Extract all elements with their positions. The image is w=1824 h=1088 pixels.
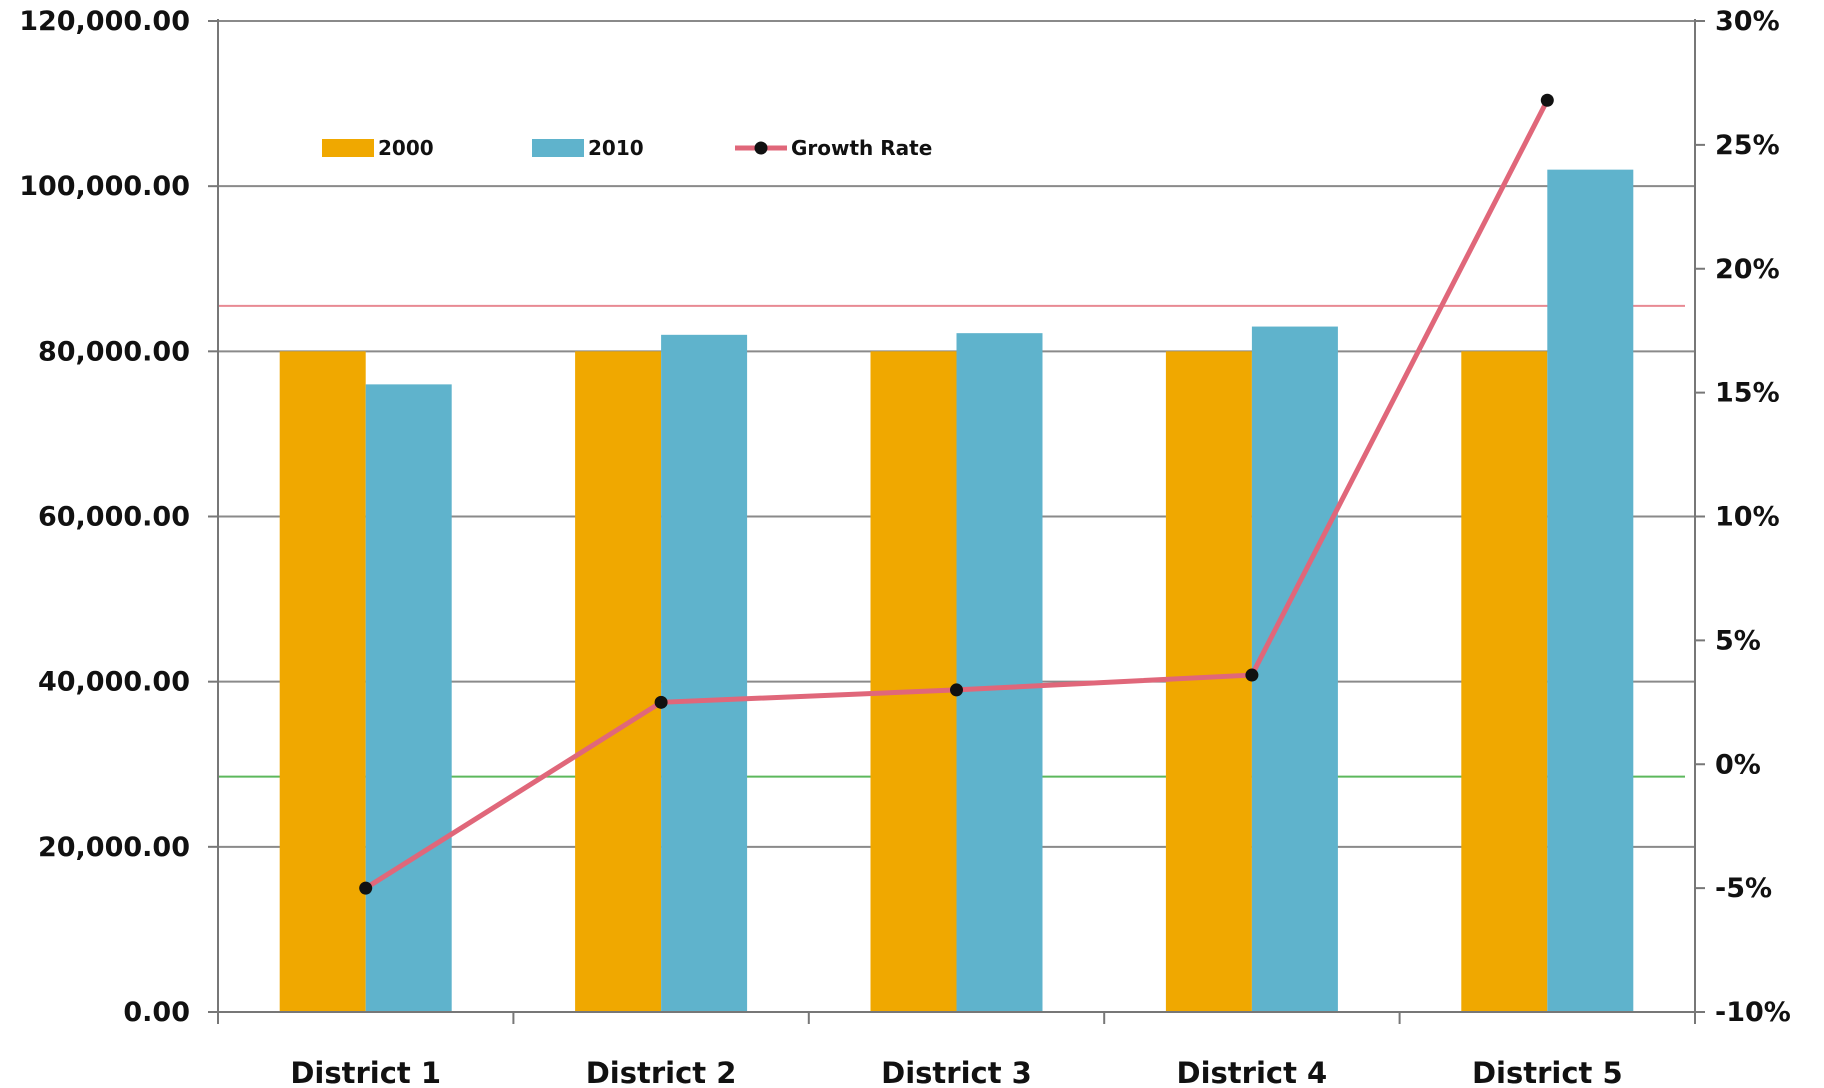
growth-rate-point-5 (1540, 93, 1554, 107)
growth-rate-point-2 (654, 695, 668, 709)
growth-rate-line (359, 93, 1554, 895)
left-tick-label: 20,000.00 (38, 832, 190, 863)
legend-swatch-2000 (322, 139, 374, 157)
right-tick-label: 20% (1715, 254, 1780, 285)
left-tick-label: 120,000.00 (19, 6, 190, 37)
legend-label: 2000 (378, 136, 434, 160)
growth-rate-point-1 (359, 881, 373, 895)
bar-2010-5 (1547, 169, 1634, 1012)
right-tick-label: 0% (1715, 749, 1761, 780)
right-tick-label: 10% (1715, 502, 1780, 533)
left-tick-label: 60,000.00 (38, 502, 190, 533)
left-tick-label: 80,000.00 (38, 336, 190, 367)
bar-2000-1 (279, 351, 366, 1012)
category-label: District 2 (586, 1056, 737, 1088)
left-tick-label: 100,000.00 (19, 171, 190, 202)
bar-2000-5 (1461, 351, 1548, 1012)
growth-rate-point-4 (1245, 668, 1259, 682)
bar-2000-3 (870, 351, 957, 1012)
bar-2010-4 (1251, 326, 1338, 1012)
legend: 2000 2010 Growth Rate (322, 136, 932, 160)
right-tick-label: -5% (1715, 873, 1772, 904)
legend-label: 2010 (588, 136, 644, 160)
legend-label: Growth Rate (791, 136, 932, 160)
right-tick-label: 30% (1715, 6, 1780, 37)
category-label: District 3 (881, 1056, 1032, 1088)
right-tick-label: 15% (1715, 378, 1780, 409)
bar-2000-4 (1165, 351, 1252, 1012)
right-tick-label: -10% (1715, 997, 1791, 1028)
category-label: District 1 (290, 1056, 441, 1088)
bar-2010-2 (661, 334, 748, 1013)
right-tick-label: 25% (1715, 130, 1780, 161)
growth-rate-point-3 (950, 683, 963, 697)
tick-labels: 0.00 20,000.00 40,000.00 60,000.00 80,000.00… (19, 6, 1791, 1088)
bar-2000-2 (575, 351, 662, 1012)
legend-swatch-2010 (532, 139, 584, 157)
bars (279, 169, 1634, 1013)
bar-2010-3 (956, 333, 1043, 1012)
category-label: District 4 (1177, 1056, 1328, 1088)
category-label: District 5 (1472, 1056, 1623, 1088)
legend-marker-Growth Rate (754, 141, 768, 155)
left-tick-label: 40,000.00 (38, 667, 190, 698)
left-tick-label: 0.00 (123, 997, 190, 1028)
right-tick-label: 5% (1715, 625, 1761, 656)
axes (208, 19, 1705, 1024)
bar-2010-1 (365, 384, 452, 1012)
